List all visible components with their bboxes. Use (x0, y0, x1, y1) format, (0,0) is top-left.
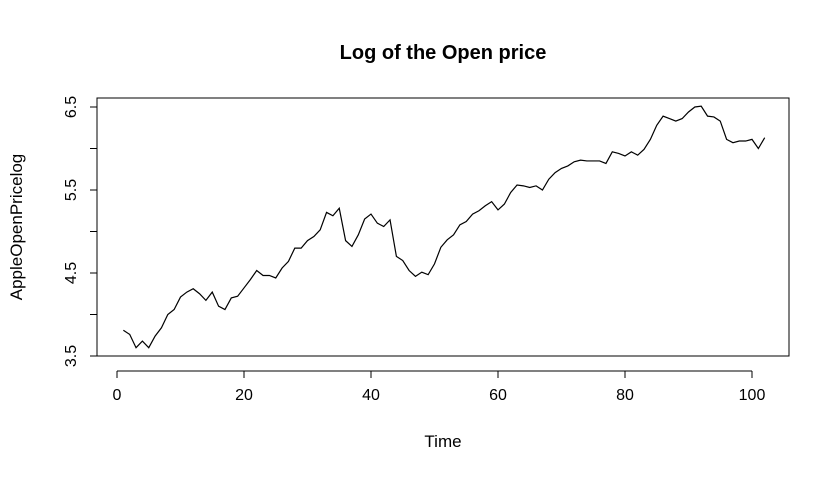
x-tick-label: 0 (113, 387, 122, 404)
series-line (123, 105, 766, 349)
y-tick-label: 6.5 (63, 96, 80, 118)
x-axis: 0 20 40 60 80 100 (113, 370, 766, 404)
x-axis-label: Time (424, 432, 461, 451)
y-axis-label: AppleOpenPricelog (7, 154, 26, 300)
x-tick-label: 100 (739, 387, 766, 404)
x-tick-label: 40 (362, 387, 380, 404)
y-axis: 3.5 4.5 5.5 6.5 (63, 96, 98, 367)
x-tick-label: 60 (489, 387, 507, 404)
x-tick-label: 80 (616, 387, 634, 404)
x-tick-label: 20 (235, 387, 253, 404)
y-tick-label: 5.5 (63, 179, 80, 201)
chart-title: Log of the Open price (340, 42, 547, 64)
y-tick-label: 3.5 (63, 345, 80, 367)
y-tick-label: 4.5 (63, 262, 80, 284)
plot-frame (96, 97, 790, 357)
